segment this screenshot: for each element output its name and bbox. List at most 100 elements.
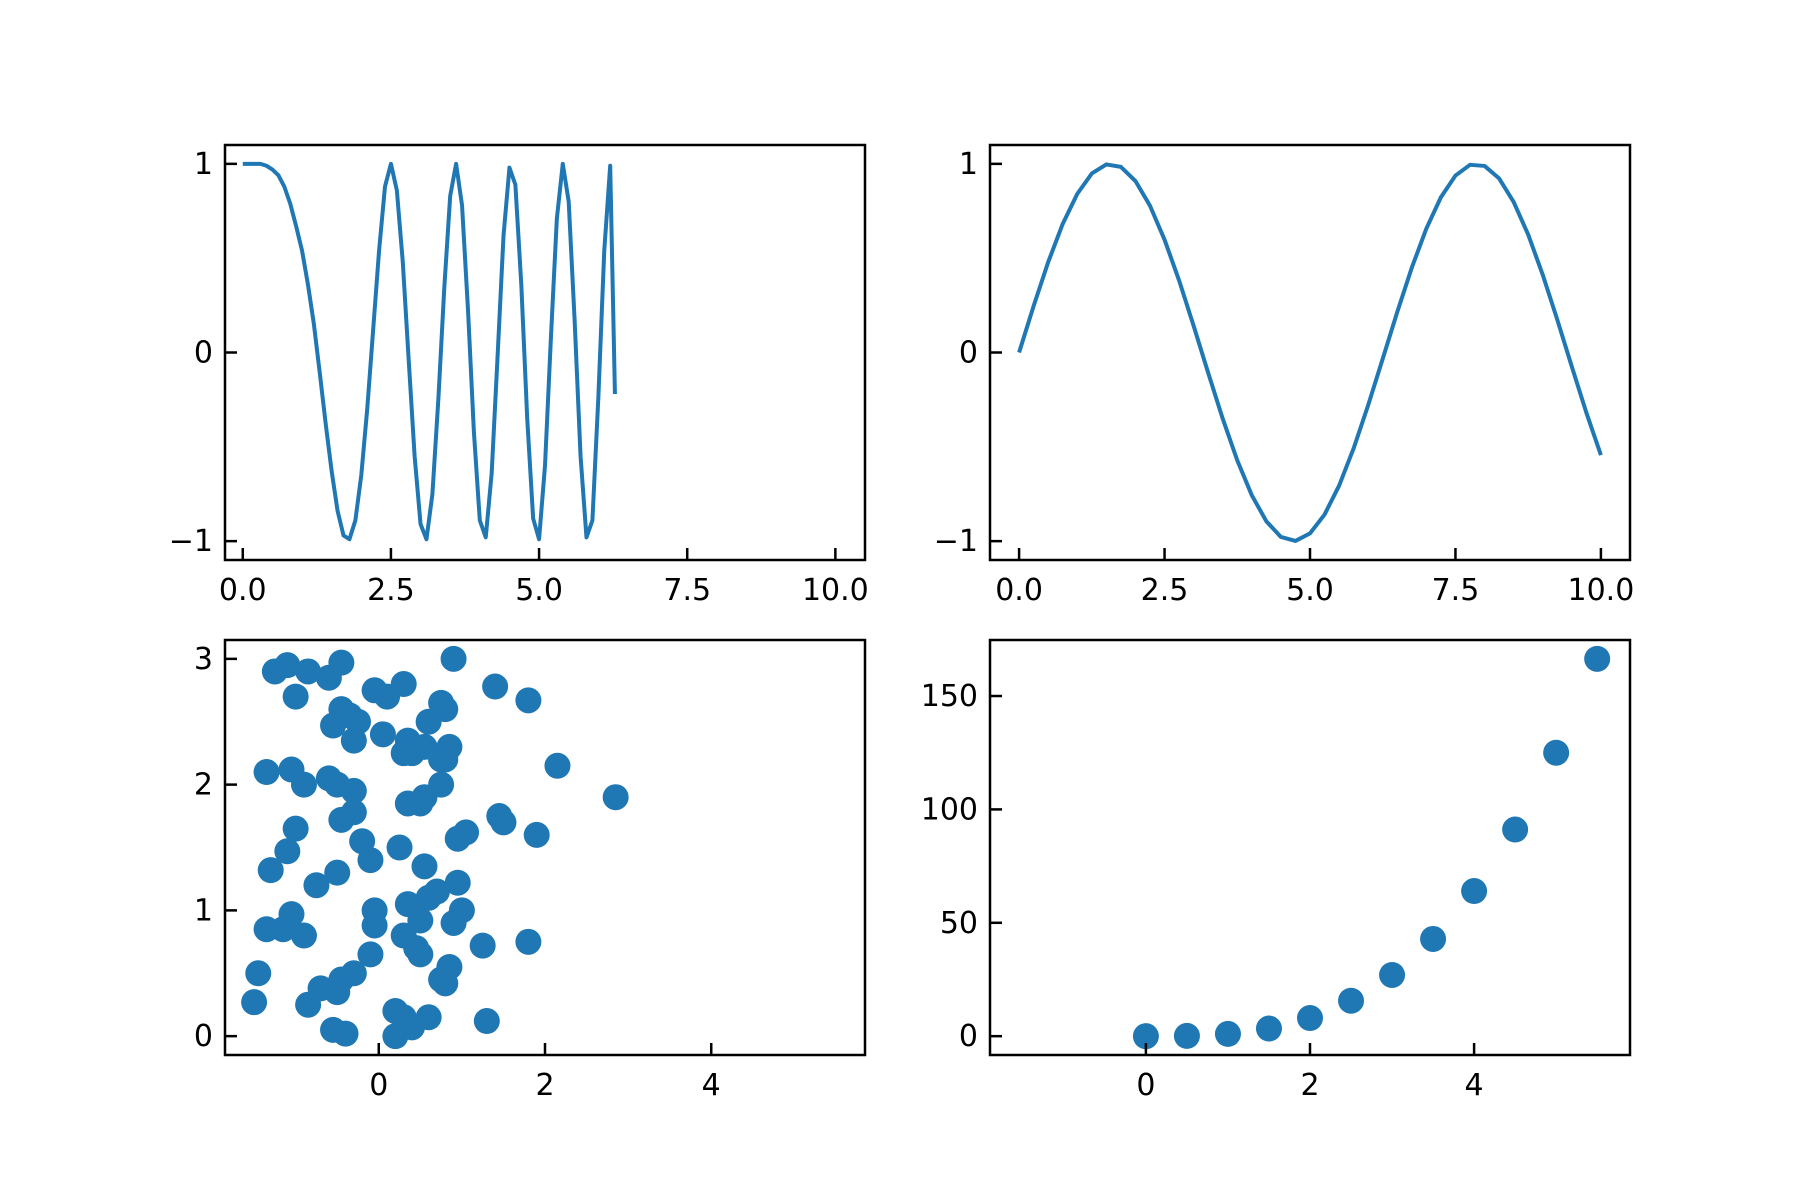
x-tick-label: 2.5: [367, 573, 415, 608]
scatter-point: [1255, 1015, 1282, 1042]
scatter-point: [1297, 1005, 1323, 1032]
x-tick-label: 0.0: [995, 573, 1043, 608]
scatter-point: [1584, 645, 1611, 672]
scatter-point: [274, 652, 301, 679]
y-tick-label: 3: [194, 642, 213, 677]
y-tick-label: 0: [959, 1019, 978, 1054]
x-tick-label: 4: [1465, 1068, 1484, 1103]
scatter-point: [1173, 1022, 1200, 1049]
scatter-point: [303, 872, 330, 899]
scatter-point: [1502, 816, 1529, 843]
scatter-point: [295, 658, 322, 685]
scatter-point: [473, 1008, 500, 1035]
scatter-point: [444, 869, 471, 896]
scatter-point: [411, 853, 438, 880]
scatter-point: [328, 696, 355, 723]
scatter-point: [278, 901, 305, 928]
scatter-point: [253, 916, 280, 943]
scatter-point: [515, 687, 542, 714]
scatter-point: [340, 777, 367, 804]
scatter-point: [432, 746, 459, 773]
scatter-point: [386, 834, 413, 861]
scatter-point: [1461, 878, 1488, 905]
scatter-point: [332, 1020, 359, 1047]
scatter-point: [274, 838, 301, 865]
x-tick-label: 10.0: [802, 573, 869, 608]
scatter-point: [390, 671, 417, 698]
scatter-point: [282, 815, 309, 842]
scatter-point: [440, 645, 467, 672]
scatter-point: [361, 912, 388, 939]
scatter-point: [1379, 961, 1406, 988]
scatter-point: [469, 932, 496, 959]
x-tick-label: 5.0: [1286, 573, 1334, 608]
y-tick-label: −1: [169, 524, 213, 559]
scatter-point: [1338, 987, 1365, 1014]
scatter-point: [340, 799, 367, 826]
scatter-point: [390, 740, 417, 767]
scatter-point: [295, 991, 322, 1018]
series-line: [242, 161, 617, 542]
scatter-point: [407, 790, 434, 817]
scatter-point: [324, 979, 351, 1006]
scatter-point: [324, 859, 351, 886]
y-tick-label: 2: [194, 768, 213, 803]
scatter-point: [253, 759, 280, 786]
scatter-point: [282, 683, 309, 710]
x-tick-label: 5.0: [515, 573, 563, 608]
scatter-point: [482, 673, 509, 700]
y-tick-label: 50: [940, 906, 978, 941]
y-tick-label: 100: [921, 792, 978, 827]
scatter-point: [407, 941, 434, 968]
subplot-4: 0 2 4 0 50 100 150: [921, 638, 1632, 1103]
subplot-3: 0 2 4 0 1 2 3: [194, 638, 867, 1103]
x-tick-label: 2: [535, 1068, 554, 1103]
y-tick-label: 0: [959, 336, 978, 371]
scatter-point: [440, 909, 467, 936]
y-tick-label: 0: [194, 336, 213, 371]
scatter-point: [1132, 1023, 1159, 1050]
scatter-point: [544, 752, 571, 779]
scatter-point: [428, 689, 455, 716]
scatter-point: [1214, 1020, 1241, 1047]
scatter-point: [1420, 925, 1447, 952]
scatter-point: [328, 649, 355, 676]
scatter-point: [523, 821, 550, 848]
x-tick-label: 7.5: [1432, 573, 1480, 608]
series-line: [1017, 162, 1603, 543]
x-tick-label: 0: [1136, 1068, 1155, 1103]
x-tick-label: 10.0: [1568, 573, 1635, 608]
subplot-2: 0.0 2.5 5.0 7.5 10.0 −1 0 1: [934, 143, 1635, 608]
x-tick-label: 2: [1300, 1068, 1319, 1103]
scatter-point: [423, 878, 450, 905]
x-tick-label: 4: [702, 1068, 721, 1103]
scatter-point: [257, 857, 284, 884]
scatter-point: [290, 922, 317, 949]
scatter-point: [428, 966, 455, 993]
scatter-point: [340, 727, 367, 754]
scatter-point: [357, 941, 384, 968]
scatter-point: [490, 809, 517, 836]
x-tick-label: 0: [369, 1068, 388, 1103]
y-tick-label: 0: [194, 1019, 213, 1054]
scatter-point: [399, 1014, 426, 1041]
scatter-point: [602, 784, 629, 811]
x-tick-label: 0.0: [219, 573, 267, 608]
y-tick-label: 1: [194, 893, 213, 928]
x-tick-label: 2.5: [1141, 573, 1189, 608]
y-tick-label: 1: [959, 147, 978, 182]
scatter-point: [515, 928, 542, 955]
y-tick-label: 150: [921, 679, 978, 714]
x-tick-label: 7.5: [663, 573, 711, 608]
scatter-point: [290, 771, 317, 798]
subplot-1: 0.0 2.5 5.0 7.5 10.0 −1 0 1: [169, 143, 869, 608]
scatter-point: [428, 771, 455, 798]
scatter-point: [245, 960, 272, 987]
scatter-point: [369, 721, 396, 748]
scatter-point: [357, 847, 384, 874]
y-tick-label: −1: [934, 524, 978, 559]
scatter-point: [407, 907, 434, 934]
y-tick-label: 1: [194, 147, 213, 182]
